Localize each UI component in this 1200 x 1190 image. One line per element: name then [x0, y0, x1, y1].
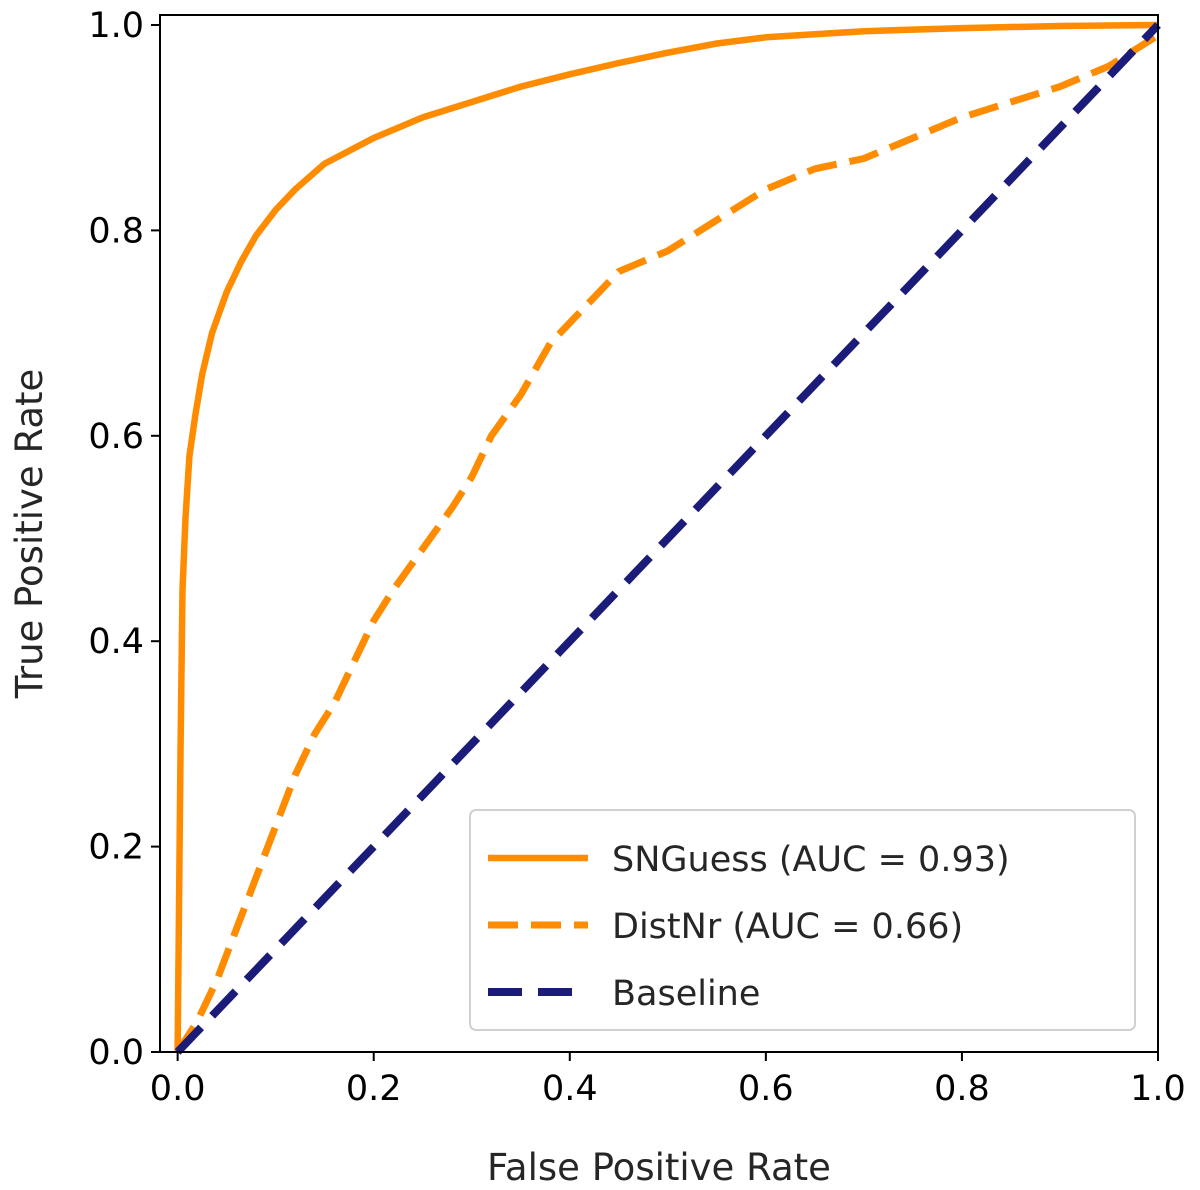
plot-lines	[174, 21, 1161, 1055]
legend-label-snguess: SNGuess (AUC = 0.93)	[612, 840, 1010, 880]
x-tick-label: 0.8	[934, 1069, 990, 1109]
y-tick-label: 0.0	[88, 1033, 144, 1073]
series-line-snguess	[174, 21, 1159, 1053]
y-tick-label: 0.2	[88, 828, 144, 868]
x-tick-label: 0.6	[738, 1069, 794, 1109]
legend-label-distnr: DistNr (AUC = 0.66)	[612, 907, 963, 947]
legend-box	[469, 809, 1136, 1031]
x-tick-label: 0.2	[346, 1069, 402, 1109]
y-tick-label: 0.6	[88, 417, 144, 457]
series-line-baseline	[174, 22, 1161, 1055]
x-tick-label: 1.0	[1130, 1069, 1186, 1109]
y-axis-title: True Positive Rate	[8, 369, 51, 700]
y-tick-label: 0.8	[88, 211, 144, 251]
legend-label-baseline: Baseline	[612, 974, 760, 1014]
x-tick-label: 0.4	[542, 1069, 598, 1109]
y-tick-label: 1.0	[88, 6, 144, 46]
x-axis-title: False Positive Rate	[487, 1146, 831, 1189]
x-tick-label: 0.0	[150, 1069, 206, 1109]
y-axis-ticks: 0.0 0.2 0.4 0.6 0.8 1.0	[88, 6, 160, 1073]
series-line-distnr	[174, 32, 1160, 1054]
y-tick-label: 0.4	[88, 622, 144, 662]
x-axis-ticks: 0.0 0.2 0.4 0.6 0.8 1.0	[150, 1052, 1186, 1109]
legend: SNGuess (AUC = 0.93) DistNr (AUC = 0.66) B…	[469, 809, 1136, 1031]
plot-frame	[159, 14, 1159, 1053]
